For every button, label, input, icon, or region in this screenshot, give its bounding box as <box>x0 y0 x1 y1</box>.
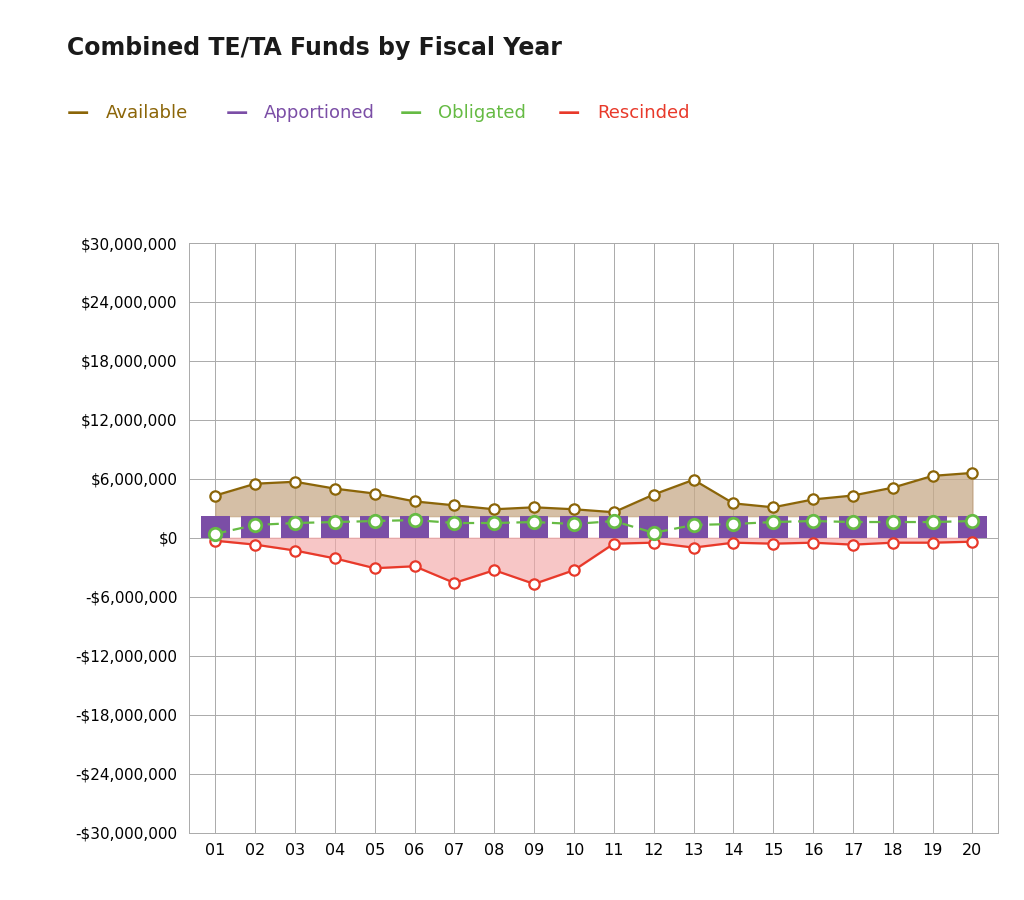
Point <box>367 561 383 575</box>
Point <box>765 515 781 529</box>
Bar <box>400 516 429 537</box>
Point <box>605 536 622 551</box>
Point <box>845 515 861 529</box>
Point <box>925 536 941 550</box>
Bar <box>919 516 947 537</box>
Point <box>407 494 423 508</box>
Bar <box>799 516 827 537</box>
Point <box>207 526 223 541</box>
Text: —: — <box>67 103 89 122</box>
Point <box>965 535 981 549</box>
Point <box>805 492 821 507</box>
Text: —: — <box>399 103 422 122</box>
Bar <box>599 516 628 537</box>
Bar <box>520 516 549 537</box>
Bar <box>201 516 229 537</box>
Point <box>247 476 263 491</box>
Point <box>367 514 383 528</box>
Point <box>407 513 423 527</box>
Text: Obligated: Obligated <box>438 104 526 122</box>
Point <box>446 498 463 512</box>
Bar <box>879 516 907 537</box>
Point <box>725 496 741 510</box>
Point <box>925 515 941 529</box>
Point <box>805 536 821 550</box>
Bar <box>241 516 269 537</box>
Point <box>805 514 821 528</box>
Point <box>765 536 781 551</box>
Point <box>605 514 622 528</box>
Point <box>885 515 901 529</box>
Bar <box>719 516 748 537</box>
Point <box>566 502 583 517</box>
Text: Combined TE/TA Funds by Fiscal Year: Combined TE/TA Funds by Fiscal Year <box>67 36 561 60</box>
Point <box>247 537 263 552</box>
Bar <box>321 516 349 537</box>
Point <box>725 517 741 531</box>
Point <box>526 515 543 529</box>
Point <box>327 551 343 565</box>
Text: —: — <box>558 103 581 122</box>
Point <box>327 482 343 496</box>
Point <box>845 489 861 503</box>
Point <box>486 502 503 517</box>
Bar <box>759 516 787 537</box>
Text: —: — <box>225 103 248 122</box>
Point <box>486 516 503 530</box>
Bar <box>360 516 389 537</box>
Text: Apportioned: Apportioned <box>264 104 375 122</box>
Bar <box>281 516 309 537</box>
Point <box>965 514 981 528</box>
Point <box>247 518 263 532</box>
Point <box>645 536 662 550</box>
Point <box>327 515 343 529</box>
Point <box>526 577 543 591</box>
Point <box>287 516 303 530</box>
Point <box>367 486 383 500</box>
Bar <box>560 516 589 537</box>
Point <box>685 472 701 487</box>
Point <box>685 518 701 532</box>
Text: Rescinded: Rescinded <box>597 104 689 122</box>
Point <box>486 563 503 578</box>
Point <box>845 537 861 552</box>
Point <box>207 534 223 548</box>
Point <box>287 474 303 489</box>
Point <box>526 500 543 515</box>
Bar <box>639 516 668 537</box>
Bar <box>679 516 708 537</box>
Point <box>446 516 463 530</box>
Bar <box>839 516 867 537</box>
Point <box>566 517 583 531</box>
Point <box>725 536 741 550</box>
Point <box>965 465 981 480</box>
Point <box>566 563 583 578</box>
Point <box>287 544 303 558</box>
Point <box>765 500 781 515</box>
Point <box>446 576 463 590</box>
Point <box>925 469 941 483</box>
Point <box>885 481 901 495</box>
Point <box>685 540 701 554</box>
Point <box>645 526 662 540</box>
Text: Available: Available <box>105 104 187 122</box>
Bar <box>958 516 987 537</box>
Point <box>207 489 223 503</box>
Point <box>885 536 901 550</box>
Point <box>605 505 622 519</box>
Bar <box>440 516 469 537</box>
Point <box>407 559 423 573</box>
Bar <box>480 516 509 537</box>
Point <box>645 487 662 501</box>
